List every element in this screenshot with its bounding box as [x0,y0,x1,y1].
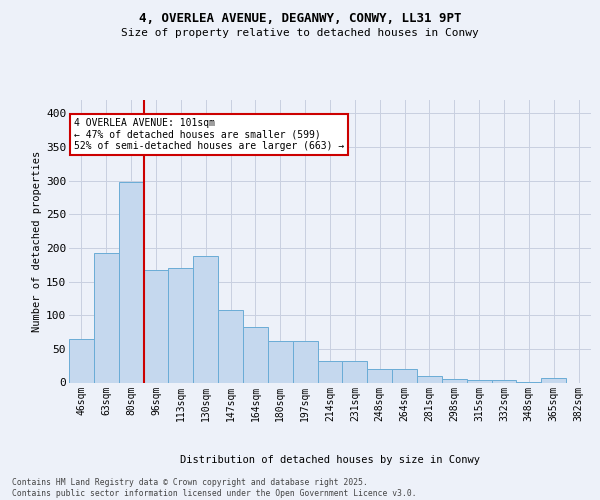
Y-axis label: Number of detached properties: Number of detached properties [32,150,42,332]
Text: Distribution of detached houses by size in Conwy: Distribution of detached houses by size … [180,455,480,465]
Bar [367,369,392,382]
Text: 4, OVERLEA AVENUE, DEGANWY, CONWY, LL31 9PT: 4, OVERLEA AVENUE, DEGANWY, CONWY, LL31 … [139,12,461,26]
Bar [491,380,517,382]
Bar [467,380,491,382]
Text: 4 OVERLEA AVENUE: 101sqm
← 47% of detached houses are smaller (599)
52% of semi-: 4 OVERLEA AVENUE: 101sqm ← 47% of detach… [74,118,344,152]
Bar [69,339,94,382]
Bar [268,341,293,382]
Bar [243,326,268,382]
Text: Contains HM Land Registry data © Crown copyright and database right 2025.
Contai: Contains HM Land Registry data © Crown c… [12,478,416,498]
Bar [392,369,417,382]
Bar [442,379,467,382]
Bar [143,270,169,382]
Bar [541,378,566,382]
Bar [193,256,218,382]
Bar [94,254,119,382]
Bar [417,376,442,382]
Bar [119,182,143,382]
Bar [343,361,367,382]
Text: Size of property relative to detached houses in Conwy: Size of property relative to detached ho… [121,28,479,38]
Bar [317,361,343,382]
Bar [169,268,193,382]
Bar [293,341,317,382]
Bar [218,310,243,382]
